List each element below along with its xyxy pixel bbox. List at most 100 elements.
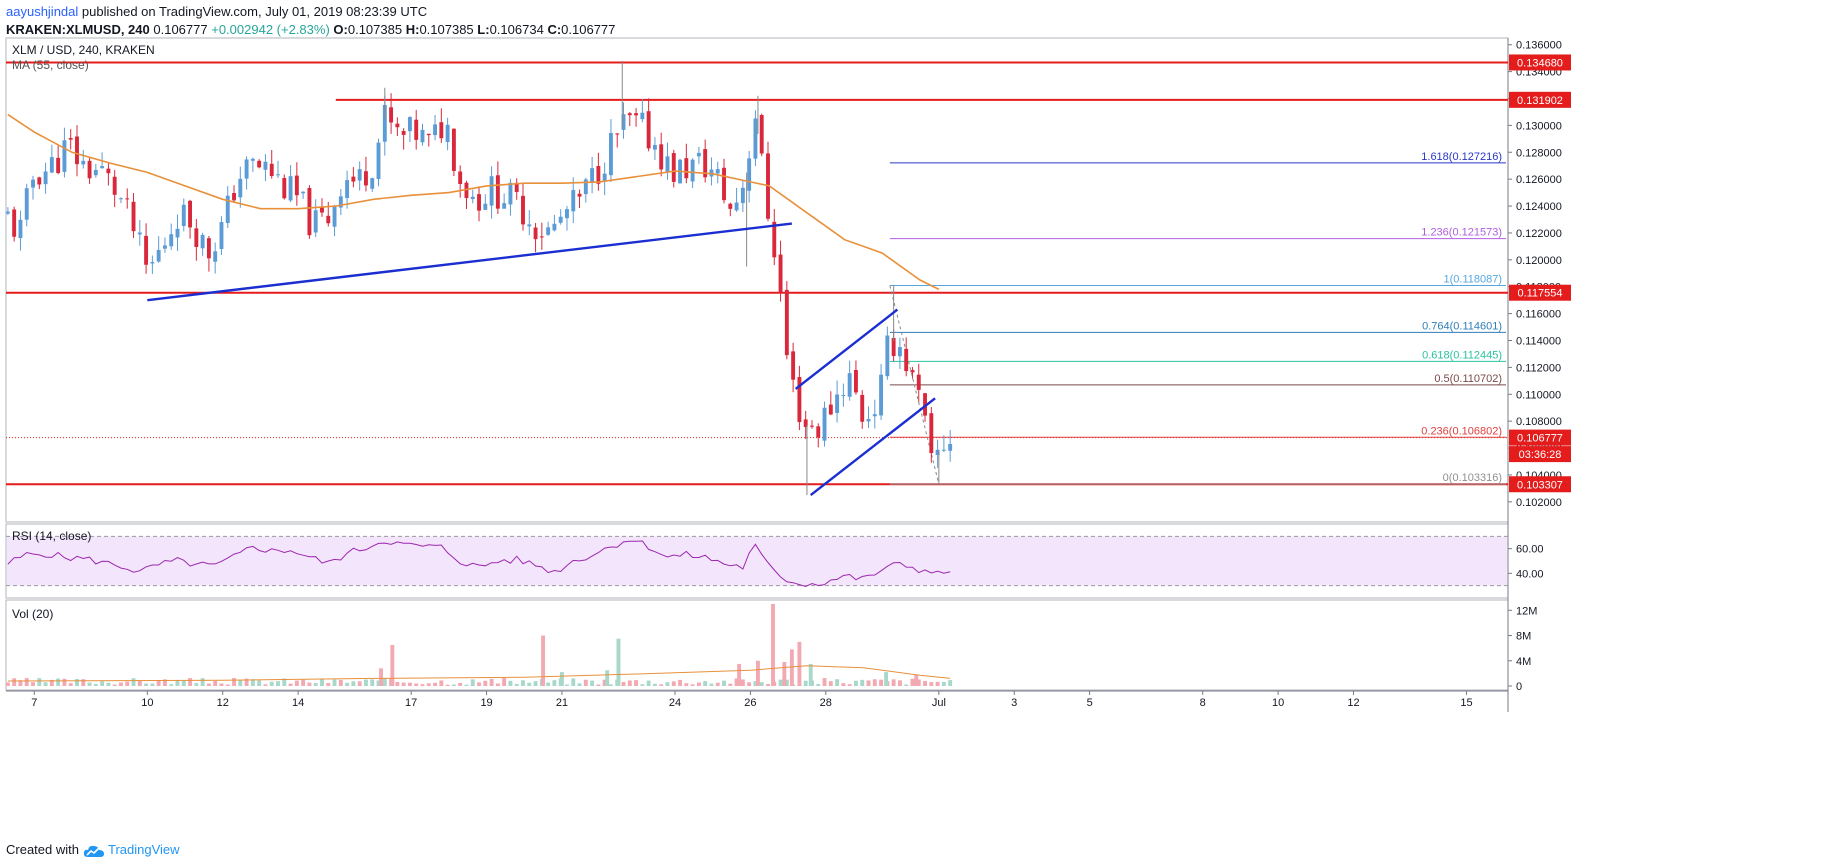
- publish-text: published on TradingView.com, July 01, 2…: [78, 4, 428, 19]
- volume-bar: [37, 678, 42, 686]
- time-tick-label: 26: [744, 697, 756, 709]
- price-tag-box: [1509, 429, 1571, 446]
- time-tick-label: 12: [217, 697, 229, 709]
- volume-bar: [495, 683, 500, 686]
- candle-up: [822, 407, 827, 441]
- volume-bar: [860, 679, 865, 686]
- candle-up: [489, 176, 494, 206]
- candle-down: [12, 209, 17, 237]
- channel-trendline: [794, 308, 899, 390]
- candle-up: [747, 158, 752, 191]
- volume-bar: [640, 684, 645, 686]
- volume-bar: [395, 681, 400, 686]
- candle-up: [219, 222, 224, 249]
- volume-bar: [533, 681, 538, 686]
- price-tag-label: 0.134680: [1517, 57, 1563, 69]
- candle-up: [696, 152, 701, 157]
- volume-tick-label: 12M: [1516, 605, 1537, 617]
- price-tag-box: [1509, 91, 1571, 108]
- candle-up: [244, 159, 249, 179]
- candle-up: [301, 191, 306, 194]
- candle-up: [156, 249, 161, 262]
- volume-bar: [18, 680, 23, 686]
- candle-down: [282, 177, 287, 199]
- volume-bar: [571, 678, 576, 686]
- candle-down: [916, 374, 921, 390]
- candle-up: [565, 209, 569, 219]
- volume-spike-bar: [605, 670, 610, 686]
- volume-bar: [659, 684, 664, 686]
- volume-bar: [722, 680, 726, 686]
- candle-down: [112, 176, 117, 195]
- fib-level-label: 1(0.118087): [1443, 274, 1502, 286]
- time-tick-label: 28: [820, 697, 832, 709]
- price-tag-box: [1509, 476, 1571, 493]
- volume-bar: [351, 681, 356, 686]
- candle-up: [740, 187, 745, 204]
- candle-up: [338, 196, 343, 208]
- open-value: 0.107385: [347, 22, 403, 37]
- candle-down: [294, 175, 299, 196]
- candle-up: [62, 140, 67, 172]
- candle-up: [445, 124, 450, 143]
- volume-bar: [941, 681, 946, 686]
- volume-bar: [426, 683, 431, 686]
- price-tick-label: 0.112000: [1516, 362, 1561, 374]
- rsi-tick-label: 40.00: [1516, 568, 1544, 580]
- candle-down: [853, 369, 858, 393]
- volume-bar: [332, 679, 337, 686]
- candle-down: [477, 194, 481, 211]
- channel-trendline: [809, 397, 936, 497]
- candle-down: [451, 128, 456, 171]
- volume-bar: [87, 682, 92, 686]
- volume-bar: [112, 684, 117, 686]
- candle-down: [784, 289, 789, 356]
- candle-down: [395, 123, 400, 128]
- time-tick-label: 10: [1272, 697, 1284, 709]
- candle-down: [458, 171, 463, 184]
- author-link[interactable]: aayushjindal: [6, 4, 79, 19]
- pane-frame: [5, 37, 1509, 523]
- candle-up: [43, 171, 48, 185]
- volume-bar: [740, 679, 745, 686]
- price-tick-label: 0.114000: [1516, 336, 1561, 348]
- candle-down: [106, 168, 111, 174]
- volume-bar: [483, 680, 488, 686]
- candle-up: [948, 443, 953, 451]
- footer: Created with TradingView: [6, 842, 180, 858]
- volume-bar: [93, 684, 98, 686]
- created-with-text: Created with: [6, 842, 79, 857]
- volume-bar: [753, 681, 758, 686]
- tradingview-logo[interactable]: TradingView: [108, 842, 180, 857]
- volume-bar: [206, 683, 211, 686]
- time-tick-label: 15: [1460, 697, 1472, 709]
- volume-bar: [929, 682, 934, 686]
- volume-spike-bar: [616, 638, 621, 686]
- volume-bar: [288, 683, 293, 686]
- candle-down: [188, 200, 193, 228]
- volume-bar: [81, 679, 86, 686]
- volume-bar: [665, 682, 670, 686]
- volume-bar: [853, 680, 858, 686]
- last-price: 0.106777: [153, 22, 208, 37]
- volume-bar: [734, 678, 739, 686]
- volume-bar: [276, 681, 280, 686]
- volume-bar: [546, 682, 551, 686]
- candle-up: [897, 347, 902, 357]
- volume-bar: [407, 682, 412, 686]
- volume-bar: [608, 684, 613, 686]
- candle-up: [181, 204, 186, 226]
- volume-bar: [31, 682, 35, 686]
- volume-bar: [433, 682, 438, 686]
- candle-down: [144, 235, 149, 265]
- candle-down: [816, 426, 821, 438]
- volume-bar: [320, 678, 324, 686]
- volume-bar: [326, 683, 331, 686]
- price-tick-label: 0.130000: [1516, 120, 1562, 132]
- volume-bar: [671, 681, 676, 686]
- candle-down: [659, 144, 664, 170]
- candle-up: [885, 335, 890, 377]
- publish-info: aayushjindal published on TradingView.co…: [6, 4, 427, 19]
- volume-bar: [263, 684, 268, 686]
